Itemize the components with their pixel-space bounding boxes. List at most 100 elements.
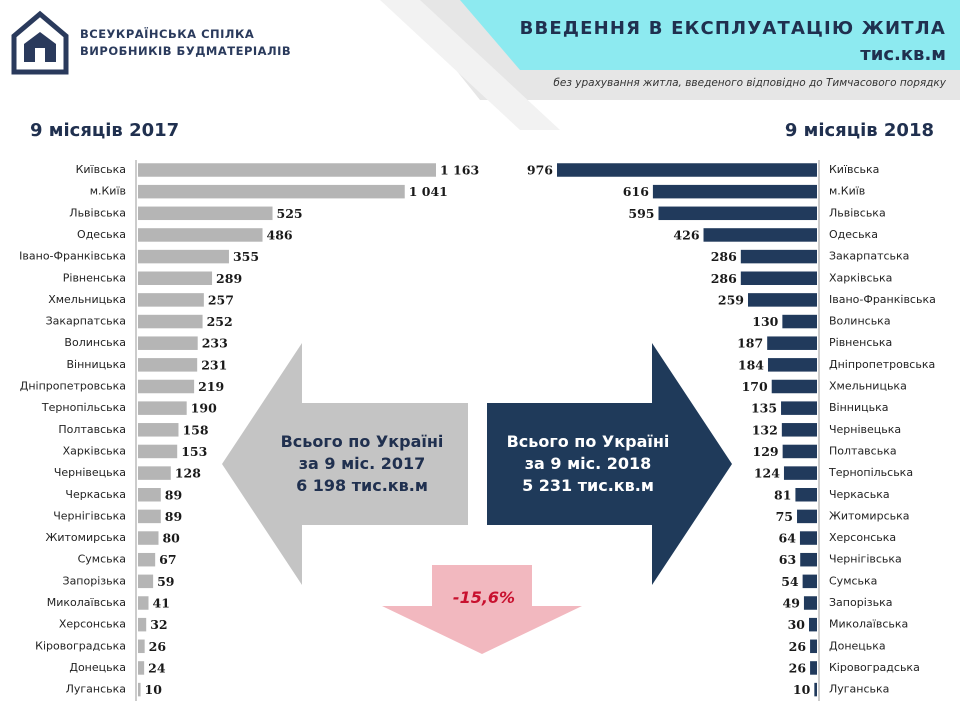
value-label-2018-11: 170: [742, 379, 768, 394]
category-label-2017-10: Вінницька: [67, 358, 127, 371]
category-label-2017-14: Харківська: [63, 444, 126, 457]
value-label-2018-25: 10: [793, 682, 811, 697]
value-label-2017-5: 355: [233, 249, 259, 264]
category-label-2017-4: Одеська: [77, 228, 126, 241]
value-label-2017-13: 158: [182, 422, 208, 437]
category-label-2017-20: Запорізька: [63, 574, 126, 587]
category-label-2018-20: Сумська: [829, 574, 877, 587]
bar-2017-1: [138, 163, 436, 177]
value-label-2018-20: 54: [781, 574, 799, 589]
value-label-2018-15: 124: [754, 466, 780, 481]
value-label-2017-21: 41: [153, 596, 170, 611]
bar-2018-24: [810, 661, 817, 675]
value-label-2018-1: 976: [527, 163, 553, 178]
right-total-line3: 5 231 тис.кв.м: [522, 476, 654, 495]
category-label-2018-16: Черкаська: [829, 488, 890, 501]
bar-2017-20: [138, 574, 154, 589]
value-label-2017-2: 1 041: [409, 184, 448, 199]
category-label-2017-12: Тернопільська: [41, 401, 126, 414]
value-label-2017-24: 24: [148, 660, 166, 675]
value-label-2018-2: 616: [623, 184, 649, 199]
bar-2018-14: [782, 444, 817, 459]
chart-title: ВВЕДЕННЯ В ЕКСПЛУАТАЦІЮ ЖИТЛА: [519, 18, 946, 39]
right-chart-title: 9 місяців 2018: [784, 120, 934, 141]
category-label-2018-5: Закарпатська: [829, 250, 909, 263]
category-label-2018-18: Херсонська: [829, 531, 896, 544]
left-total-line2: за 9 міс. 2017: [298, 454, 426, 473]
bar-2017-6: [138, 271, 213, 285]
bar-2018-1: [557, 163, 817, 177]
header-diagonal-stripe: [380, 0, 560, 130]
category-label-2018-10: Дніпропетровська: [829, 358, 935, 371]
value-label-2017-7: 257: [208, 292, 234, 307]
org-name: ВСЕУКРАЇНСЬКА СПІЛКА ВИРОБНИКІВ БУДМАТЕР…: [80, 26, 291, 60]
value-label-2017-12: 190: [191, 401, 217, 416]
value-label-2017-20: 59: [157, 574, 174, 589]
bar-2017-2: [138, 184, 405, 199]
category-label-2017-24: Донецька: [69, 661, 126, 674]
logo-roof-icon: [24, 32, 56, 62]
value-label-2017-22: 32: [150, 617, 167, 632]
category-label-2017-17: Чернігівська: [53, 509, 126, 522]
change-down-arrow: [382, 565, 582, 654]
category-label-2018-4: Одеська: [829, 228, 878, 241]
value-label-2018-4: 426: [673, 227, 699, 242]
right-total-text: Всього по Україні за 9 міс. 2018 5 231 т…: [498, 431, 678, 497]
category-label-2017-9: Волинська: [64, 336, 126, 349]
category-label-2018-21: Запорізька: [829, 596, 892, 609]
bar-2018-3: [658, 206, 817, 221]
value-label-2018-10: 184: [738, 357, 764, 372]
value-label-2017-4: 486: [267, 227, 293, 242]
bar-2018-9: [767, 336, 817, 350]
bar-2018-21: [803, 596, 817, 610]
category-label-2018-22: Миколаївська: [829, 618, 908, 631]
bar-2018-4: [703, 228, 817, 242]
category-label-2018-17: Житомирська: [829, 509, 909, 522]
bar-2017-11: [138, 379, 195, 394]
right-total-line1: Всього по Україні: [506, 432, 670, 451]
category-label-2017-2: м.Київ: [90, 185, 126, 198]
value-label-2018-6: 286: [711, 271, 737, 286]
category-label-2018-14: Полтавська: [829, 444, 897, 457]
category-label-2018-6: Харківська: [829, 271, 892, 284]
value-label-2017-23: 26: [149, 639, 167, 654]
category-label-2018-24: Кіровоградська: [829, 661, 920, 674]
category-label-2017-16: Черкаська: [65, 488, 126, 501]
right-total-arrow: [487, 343, 732, 585]
category-label-2018-15: Тернопільська: [828, 466, 913, 479]
bar-2018-5: [740, 249, 817, 264]
org-name-line1: ВСЕУКРАЇНСЬКА СПІЛКА: [80, 27, 255, 41]
category-label-2017-25: Луганська: [66, 683, 126, 696]
category-label-2017-1: Київська: [76, 163, 126, 176]
category-label-2017-22: Херсонська: [59, 618, 126, 631]
category-label-2017-15: Чернівецька: [54, 466, 126, 479]
category-label-2018-7: Івано-Франківська: [829, 293, 936, 306]
value-label-2018-21: 49: [783, 596, 800, 611]
bar-2017-17: [138, 509, 161, 524]
bar-2018-25: [814, 682, 817, 697]
bar-2018-2: [652, 184, 817, 199]
category-label-2018-3: Львівська: [829, 206, 886, 219]
bar-2018-16: [795, 488, 817, 502]
category-label-2017-19: Сумська: [78, 553, 126, 566]
category-label-2017-3: Львівська: [69, 206, 126, 219]
value-label-2017-17: 89: [165, 509, 182, 524]
bar-2017-15: [138, 466, 171, 480]
bar-2018-10: [767, 358, 817, 372]
bar-2018-6: [740, 271, 817, 285]
bar-2017-22: [138, 617, 147, 632]
value-label-2017-14: 153: [181, 444, 207, 459]
category-label-2018-12: Вінницька: [829, 401, 889, 414]
bar-2017-10: [138, 358, 198, 372]
value-label-2017-18: 80: [162, 531, 180, 546]
header-cyan-band: [460, 0, 960, 70]
category-label-2017-8: Закарпатська: [46, 315, 126, 328]
left-chart-title: 9 місяців 2017: [30, 120, 180, 141]
left-total-line3: 6 198 тис.кв.м: [296, 476, 428, 495]
value-label-2017-10: 231: [201, 357, 227, 372]
category-label-2017-11: Дніпропетровська: [20, 380, 126, 393]
value-label-2018-8: 130: [752, 314, 778, 329]
chart-unit: тис.кв.м: [860, 44, 946, 65]
category-label-2017-18: Житомирська: [46, 531, 126, 544]
